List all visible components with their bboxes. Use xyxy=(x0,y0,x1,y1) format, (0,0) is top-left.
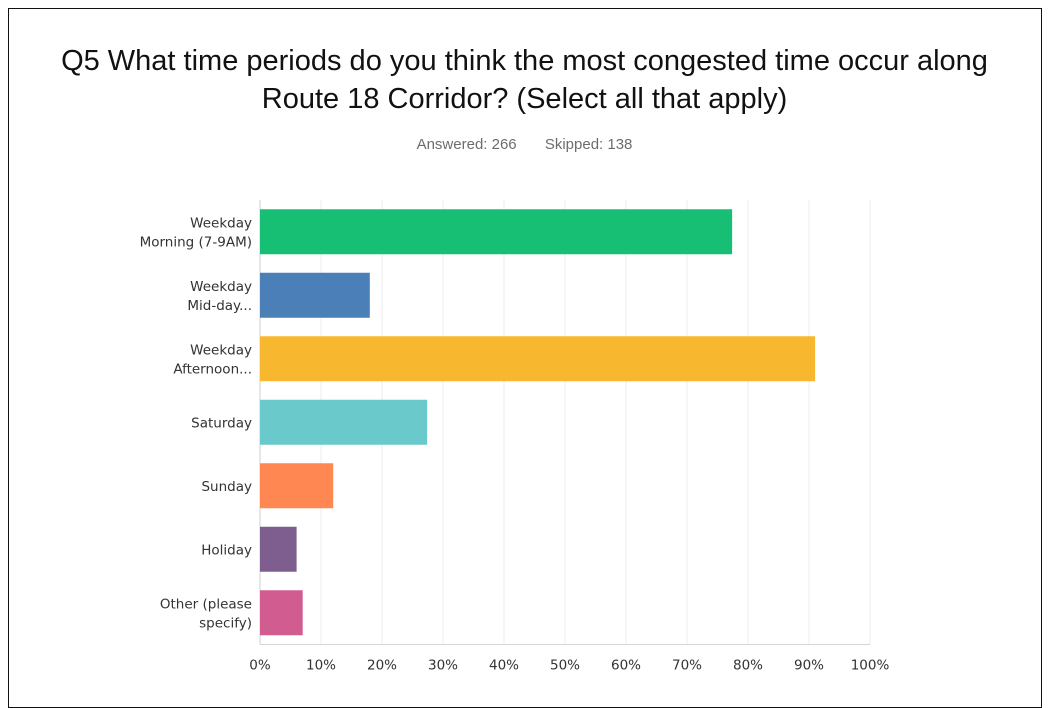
bar xyxy=(260,590,303,636)
bar xyxy=(260,209,733,255)
x-tick-label: 100% xyxy=(851,658,890,674)
category-label: Weekday xyxy=(190,342,252,358)
bar xyxy=(260,336,816,382)
category-label: Other (please xyxy=(160,596,252,612)
category-label: Holiday xyxy=(201,542,252,558)
category-label: Saturday xyxy=(191,415,252,431)
bar xyxy=(260,463,334,509)
bar xyxy=(260,399,428,445)
chart-title: Q5 What time periods do you think the mo… xyxy=(0,42,1049,118)
category-label: Morning (7-9AM) xyxy=(140,234,252,250)
response-stats: Answered: 266 Skipped: 138 xyxy=(0,136,1049,153)
title-line-1: Q5 What time periods do you think the mo… xyxy=(61,45,988,77)
category-label: Weekday xyxy=(190,279,252,295)
x-tick-label: 30% xyxy=(428,658,458,674)
x-tick-label: 90% xyxy=(794,658,824,674)
x-tick-label: 70% xyxy=(672,658,702,674)
bar xyxy=(260,526,297,572)
skipped-count: Skipped: 138 xyxy=(544,136,633,153)
x-tick-label: 0% xyxy=(249,658,271,674)
x-tick-label: 10% xyxy=(306,658,336,674)
category-label: Sunday xyxy=(201,479,252,495)
x-tick-label: 50% xyxy=(550,658,580,674)
x-tick-label: 80% xyxy=(733,658,763,674)
answered-count: Answered: 266 xyxy=(416,136,517,153)
x-tick-label: 40% xyxy=(489,658,519,674)
bar xyxy=(260,272,370,318)
category-label: Weekday xyxy=(190,215,252,231)
category-label: specify) xyxy=(199,615,252,631)
category-label: Mid-day... xyxy=(187,298,252,314)
x-tick-label: 20% xyxy=(367,658,397,674)
category-label: Afternoon... xyxy=(173,361,252,377)
x-tick-label: 60% xyxy=(611,658,641,674)
title-line-2: Route 18 Corridor? (Select all that appl… xyxy=(261,83,788,115)
